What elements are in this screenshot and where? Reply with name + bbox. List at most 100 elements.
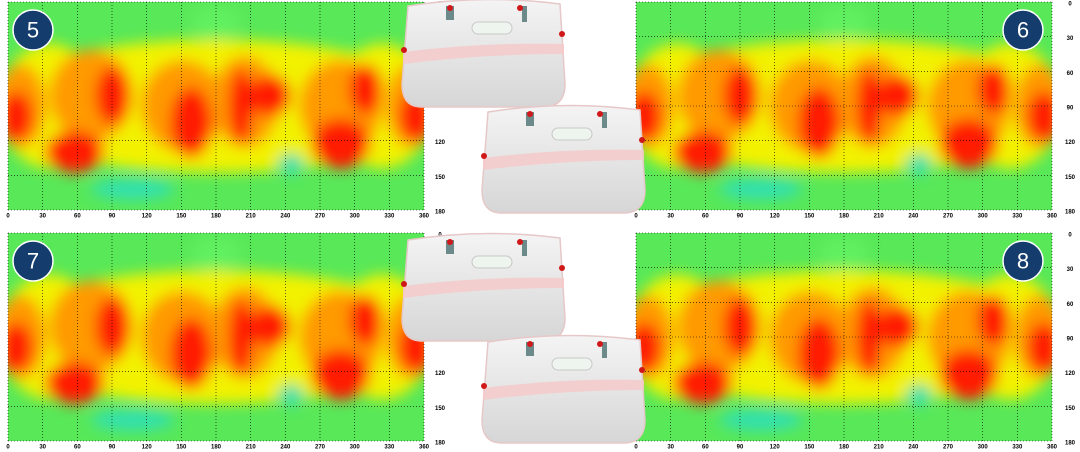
badge <box>1002 9 1044 51</box>
heat-blob <box>819 237 869 271</box>
heat-blobs <box>8 237 424 431</box>
x-tick-label: 210 <box>874 445 885 451</box>
x-tick-label: 60 <box>74 445 81 451</box>
heat-blob <box>311 118 370 169</box>
heat-blob <box>249 74 291 117</box>
heat-blob <box>311 349 370 400</box>
heat-blob <box>636 91 661 142</box>
heat-blob <box>673 130 732 173</box>
heat-blob <box>673 361 732 404</box>
y-tick-label: 150 <box>435 175 446 181</box>
heat-blob <box>877 74 919 117</box>
device-marker <box>559 265 565 271</box>
x-tick-label: 90 <box>109 214 116 220</box>
device-band <box>403 43 564 64</box>
heat-blob <box>91 178 175 200</box>
device-clip <box>526 342 534 356</box>
device-slot <box>471 255 513 269</box>
y-tick-label: 60 <box>1067 302 1074 308</box>
y-tick-label: 180 <box>435 441 446 447</box>
x-tick-label: 120 <box>770 214 781 220</box>
heatmap-panel: 0 30 60 90 120 150 180 210 240 270 300 330 360 0 30 60 9… <box>634 2 1076 220</box>
device-marker <box>401 47 407 53</box>
y-tick-label: 150 <box>435 406 446 412</box>
x-tick-label: 90 <box>109 445 116 451</box>
device-marker <box>559 31 565 37</box>
x-tick-label: 150 <box>176 214 187 220</box>
y-tick-label: 30 <box>1067 36 1074 42</box>
device-marker <box>527 111 533 117</box>
device-slot <box>551 127 593 141</box>
x-tick-label: 240 <box>280 214 291 220</box>
heat-blob <box>977 295 1011 346</box>
x-tick-label: 300 <box>978 445 989 451</box>
x-tick-label: 330 <box>1012 214 1023 220</box>
x-tick-label: 0 <box>6 214 10 220</box>
x-tick-label: 120 <box>142 445 153 451</box>
heat-blob <box>1027 91 1052 142</box>
y-tick-label: 150 <box>1065 406 1076 412</box>
y-tick-label: 120 <box>435 371 446 377</box>
heat-blob <box>719 409 803 431</box>
x-tick-label: 150 <box>804 214 815 220</box>
x-tick-label: 240 <box>280 445 291 451</box>
y-tick-label: 30 <box>1067 267 1074 273</box>
heat-blob <box>170 318 212 390</box>
x-tick-label: 270 <box>943 214 954 220</box>
device-clip <box>446 6 454 20</box>
heat-blob <box>1027 322 1052 373</box>
heat-blob <box>939 349 998 400</box>
x-tick-label: 360 <box>1047 214 1058 220</box>
y-tick-label: 180 <box>435 210 446 216</box>
x-tick-label: 30 <box>39 445 46 451</box>
device-marker <box>597 111 603 117</box>
heat-blob <box>819 6 869 40</box>
badge-label: 7 <box>27 249 39 274</box>
device-marker <box>481 153 487 159</box>
device-band <box>403 277 564 298</box>
y-tick-label: 120 <box>1065 140 1076 146</box>
x-tick-label: 240 <box>908 445 919 451</box>
x-tick-label: 330 <box>384 214 395 220</box>
badge-label: 8 <box>1017 249 1029 274</box>
heat-blob <box>939 118 998 169</box>
x-tick-label: 300 <box>350 445 361 451</box>
device-marker <box>527 341 533 347</box>
heat-blob <box>45 361 104 404</box>
x-tick-label: 360 <box>419 445 430 451</box>
x-tick-label: 0 <box>634 445 638 451</box>
badge <box>1002 240 1044 282</box>
device-render <box>481 104 646 214</box>
x-tick-label: 150 <box>804 445 815 451</box>
x-tick-label: 180 <box>839 214 850 220</box>
device-slot <box>471 21 513 35</box>
heat-blob <box>798 318 840 390</box>
x-tick-label: 210 <box>874 214 885 220</box>
x-tick-label: 240 <box>908 214 919 220</box>
badge-label: 5 <box>27 18 39 43</box>
x-tick-label: 90 <box>737 445 744 451</box>
x-tick-label: 210 <box>246 445 257 451</box>
heat-blob <box>636 322 661 373</box>
device-clip <box>602 342 607 358</box>
device-render <box>401 232 566 342</box>
x-tick-label: 0 <box>6 445 10 451</box>
device-render <box>401 0 566 108</box>
heat-blob <box>45 130 104 173</box>
heatmap-panel: 0306090120150180210240270300330360012015… <box>6 2 446 220</box>
x-tick-label: 360 <box>419 214 430 220</box>
x-tick-label: 300 <box>350 214 361 220</box>
heat-blob <box>856 299 882 375</box>
x-tick-label: 30 <box>667 214 674 220</box>
x-tick-label: 120 <box>770 445 781 451</box>
x-tick-label: 270 <box>315 445 326 451</box>
x-tick-label: 0 <box>634 214 638 220</box>
y-tick-label: 0 <box>1068 233 1072 239</box>
device-marker <box>481 383 487 389</box>
heat-blob <box>798 87 840 158</box>
device-clip <box>446 240 454 254</box>
device-marker <box>597 341 603 347</box>
device-marker <box>517 5 523 11</box>
y-tick-label: 90 <box>1067 106 1074 112</box>
